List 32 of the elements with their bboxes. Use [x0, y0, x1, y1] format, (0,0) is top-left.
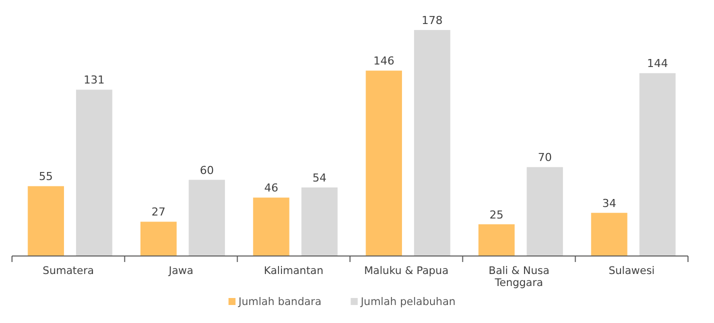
legend-label: Jumlah pelabuhan — [360, 296, 456, 308]
x-tick-label: Sulawesi — [608, 265, 655, 277]
legend-label: Jumlah bandara — [238, 296, 322, 308]
x-tick-label: Bali & Nusa Tenggara — [488, 265, 550, 289]
x-tick-label: Maluku & Papua — [364, 265, 449, 277]
bar — [478, 224, 515, 256]
data-label: 55 — [38, 170, 53, 184]
data-label: 46 — [264, 182, 278, 195]
bar — [140, 222, 177, 256]
bar — [526, 167, 563, 256]
bar — [76, 90, 112, 256]
data-label: 27 — [152, 206, 166, 219]
bar — [28, 186, 64, 256]
bar — [414, 30, 450, 256]
x-tick-label: Kalimantan — [264, 265, 324, 277]
data-label: 146 — [373, 54, 394, 68]
data-label: 70 — [538, 151, 552, 164]
data-label: 54 — [312, 171, 326, 184]
data-label: 60 — [200, 164, 214, 177]
x-tick-label: Jawa — [168, 265, 194, 277]
data-label: 131 — [84, 74, 105, 87]
data-label: 144 — [647, 57, 668, 70]
data-label: 34 — [602, 196, 616, 210]
bar — [188, 180, 225, 256]
bar — [253, 198, 290, 256]
bar — [591, 212, 628, 256]
data-label: 178 — [422, 14, 443, 27]
bar — [301, 187, 338, 256]
bar — [639, 73, 676, 256]
x-tick-label: Sumatera — [42, 265, 94, 277]
bar — [366, 70, 402, 256]
data-label: 25 — [490, 208, 504, 222]
